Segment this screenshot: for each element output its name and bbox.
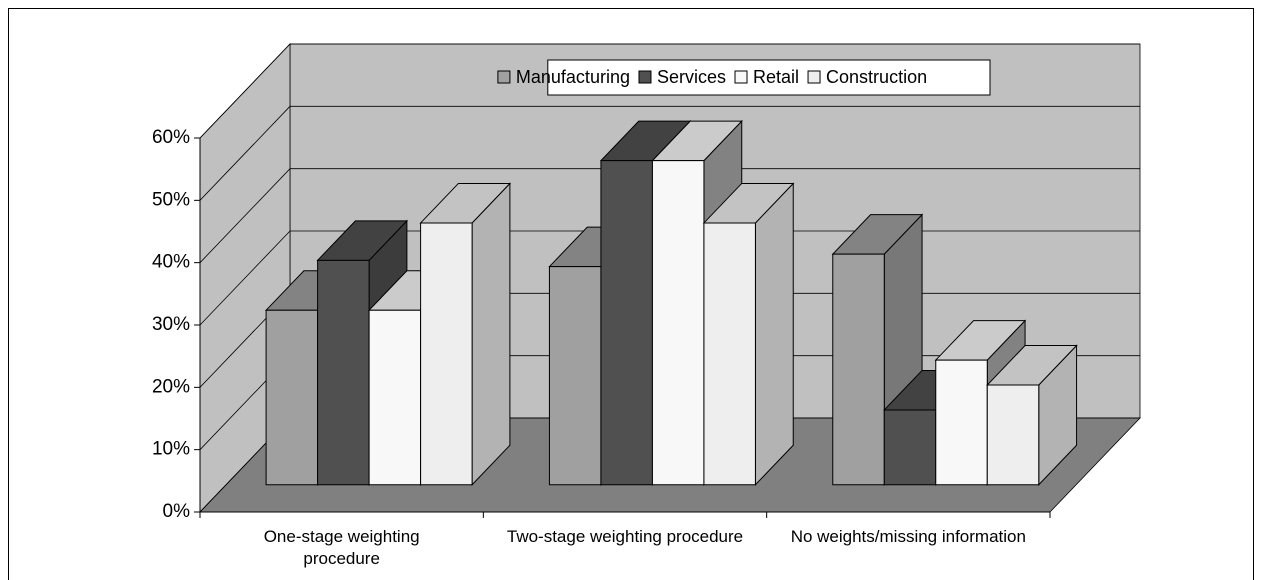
y-tick-label: 30% [152, 314, 190, 335]
x-tick-label: No weights/missing information [790, 527, 1026, 546]
bar-front [420, 222, 473, 486]
bar [702, 182, 795, 486]
bar-front [651, 160, 705, 486]
legend-label: Retail [753, 67, 799, 87]
y-tick-label: 20% [152, 376, 190, 397]
bar-front [317, 259, 370, 486]
legend-box [547, 59, 991, 96]
x-tick-label: Two-stage weighting procedure [506, 527, 744, 546]
bar [986, 344, 1078, 486]
grid-line [199, 168, 1140, 263]
y-tick-label: 50% [152, 189, 190, 210]
grid-line [199, 105, 1140, 201]
y-tick-label: 10% [152, 439, 190, 460]
legend-label: Construction [826, 67, 927, 87]
bar-side [754, 182, 794, 486]
bar-front [935, 359, 988, 486]
legend: Manufacturing Services Retail Construction [497, 59, 991, 96]
bar-front [832, 253, 885, 486]
y-tick-label: 40% [152, 252, 190, 273]
y-tick-label: 60% [152, 127, 190, 148]
bar [419, 182, 512, 486]
bar-front [703, 222, 756, 486]
legend-swatch [807, 70, 821, 84]
bar-front [883, 409, 937, 486]
bar-front [265, 309, 319, 486]
legend-swatch [497, 70, 511, 84]
legend-label: Services [657, 67, 726, 87]
y-tick-label: 0% [163, 501, 191, 522]
bar-side [471, 182, 511, 486]
bar-front [368, 309, 422, 486]
bar-front [600, 160, 653, 486]
bar-front [548, 266, 602, 486]
x-tick-label: One-stage weighting procedure [263, 527, 420, 568]
legend-swatch [734, 70, 748, 84]
grid-line [199, 43, 1140, 139]
bar-front [986, 384, 1040, 486]
legend-label: Manufacturing [516, 67, 630, 87]
legend-swatch [638, 70, 652, 84]
